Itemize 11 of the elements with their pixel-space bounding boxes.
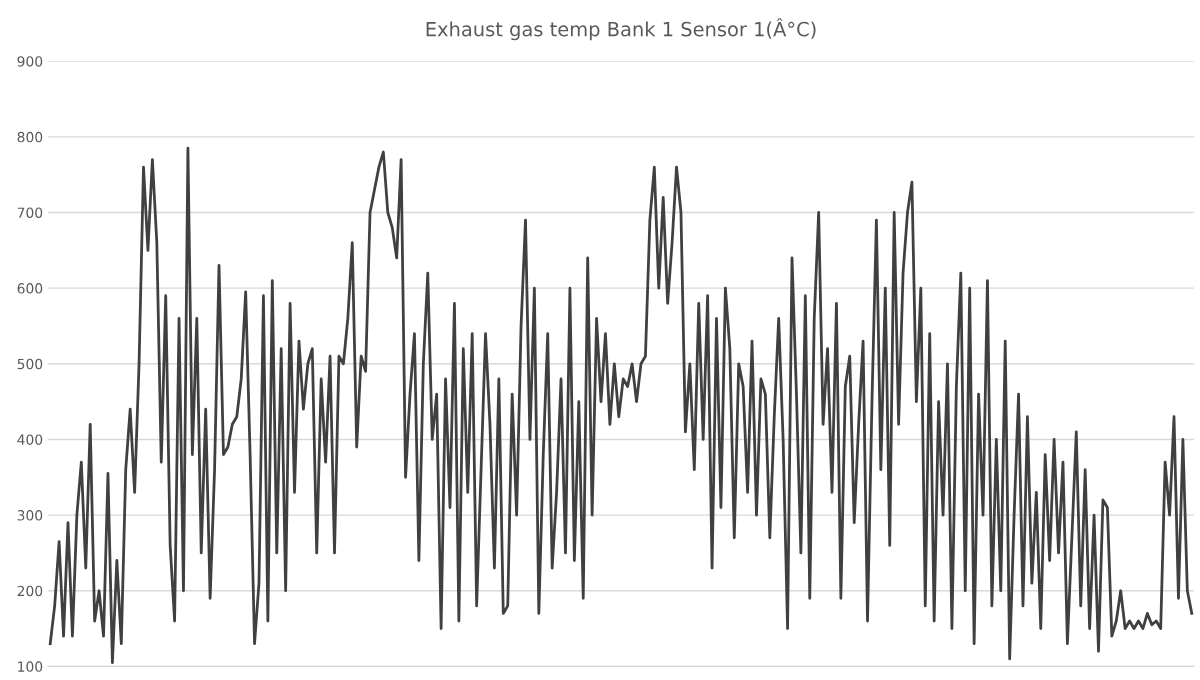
y-tick-label: 800 — [17, 131, 43, 143]
y-tick-label: 300 — [17, 510, 43, 521]
y-tick-label: 100 — [18, 661, 43, 672]
chart-title: Exhaust gas temp Bank 1 Sensor 1(Â°C) — [426, 18, 816, 41]
y-tick-label: 500 — [17, 358, 43, 370]
y-tick-label: 600 — [17, 283, 43, 294]
line-series — [48, 146, 1194, 665]
y-tick-label: 900 — [17, 56, 43, 67]
y-tick-label: 400 — [17, 434, 43, 445]
y-tick-label: 700 — [17, 207, 43, 218]
y-tick-label: 200 — [17, 585, 43, 597]
